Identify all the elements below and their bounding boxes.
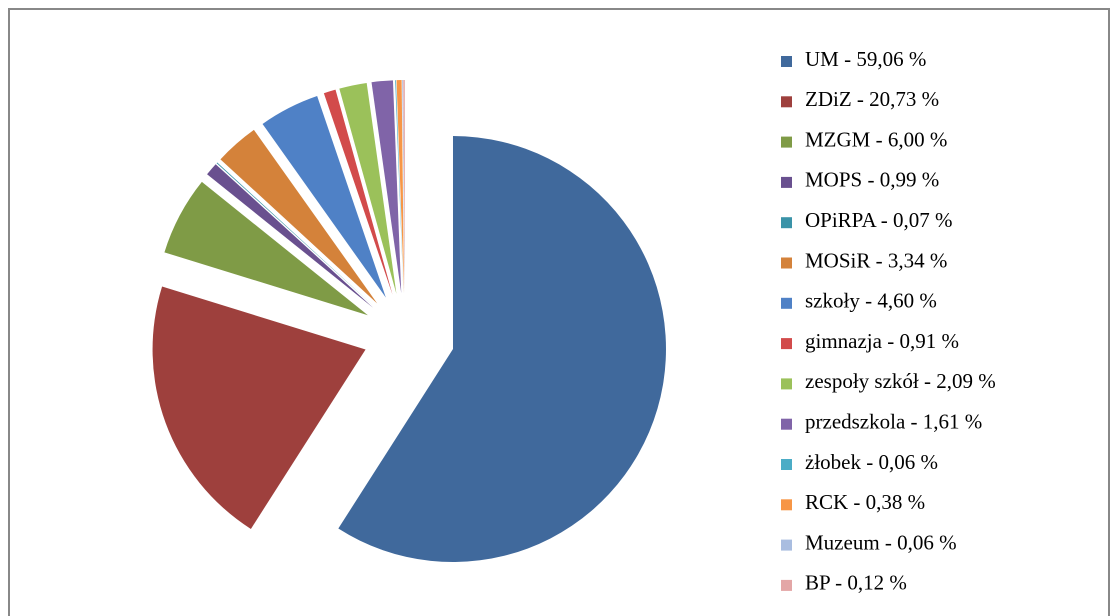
legend-marker [781,579,792,591]
legend-marker [781,338,792,350]
pie-slice [164,181,368,316]
legend-marker [781,378,792,390]
pie-slice [220,129,378,304]
pie-slice [323,89,393,295]
pie-slice [371,80,402,294]
pie-slice [262,96,386,298]
legend-marker [781,257,792,269]
pie-slice [207,164,374,308]
legend-marker [781,499,792,511]
pie-slice [338,136,666,563]
legend-label: MOSiR - 3,34 % [805,248,947,272]
legend-marker [781,418,792,430]
pie-slice [402,80,405,294]
legend-marker [781,56,792,67]
legend-marker [781,136,792,148]
legend-label: przedszkola - 1,61 % [805,410,982,434]
legend-label: UM - 59,06 % [805,47,926,71]
legend-label: OPiRPA - 0,07 % [805,208,952,232]
legend-label: żłobek - 0,06 % [805,450,938,474]
legend-label: gimnazja - 0,91 % [805,329,959,353]
pie-slice [403,80,405,294]
legend-label: BP - 0,12 % [805,571,907,595]
legend-label: ZDiZ - 20,73 % [805,87,939,111]
legend-marker [781,217,792,229]
pie-slice [396,80,405,294]
pie-slice [395,80,404,294]
legend-label: MOPS - 0,99 % [805,168,939,192]
legend-label: Muzeum - 0,06 % [805,530,957,554]
legend-marker [781,297,792,309]
legend-label: szkoły - 4,60 % [805,289,937,313]
pie-slice [339,82,397,294]
legend-label: RCK - 0,38 % [805,490,925,514]
legend-label: MZGM - 6,00 % [805,127,947,151]
legend-label: zespoły szkół - 2,09 % [805,369,996,393]
legend-marker [781,96,792,108]
legend-marker [781,539,792,551]
pie-slice [216,162,375,307]
legend-marker [781,176,792,188]
pie-slice [152,286,366,529]
legend-marker [781,459,792,470]
